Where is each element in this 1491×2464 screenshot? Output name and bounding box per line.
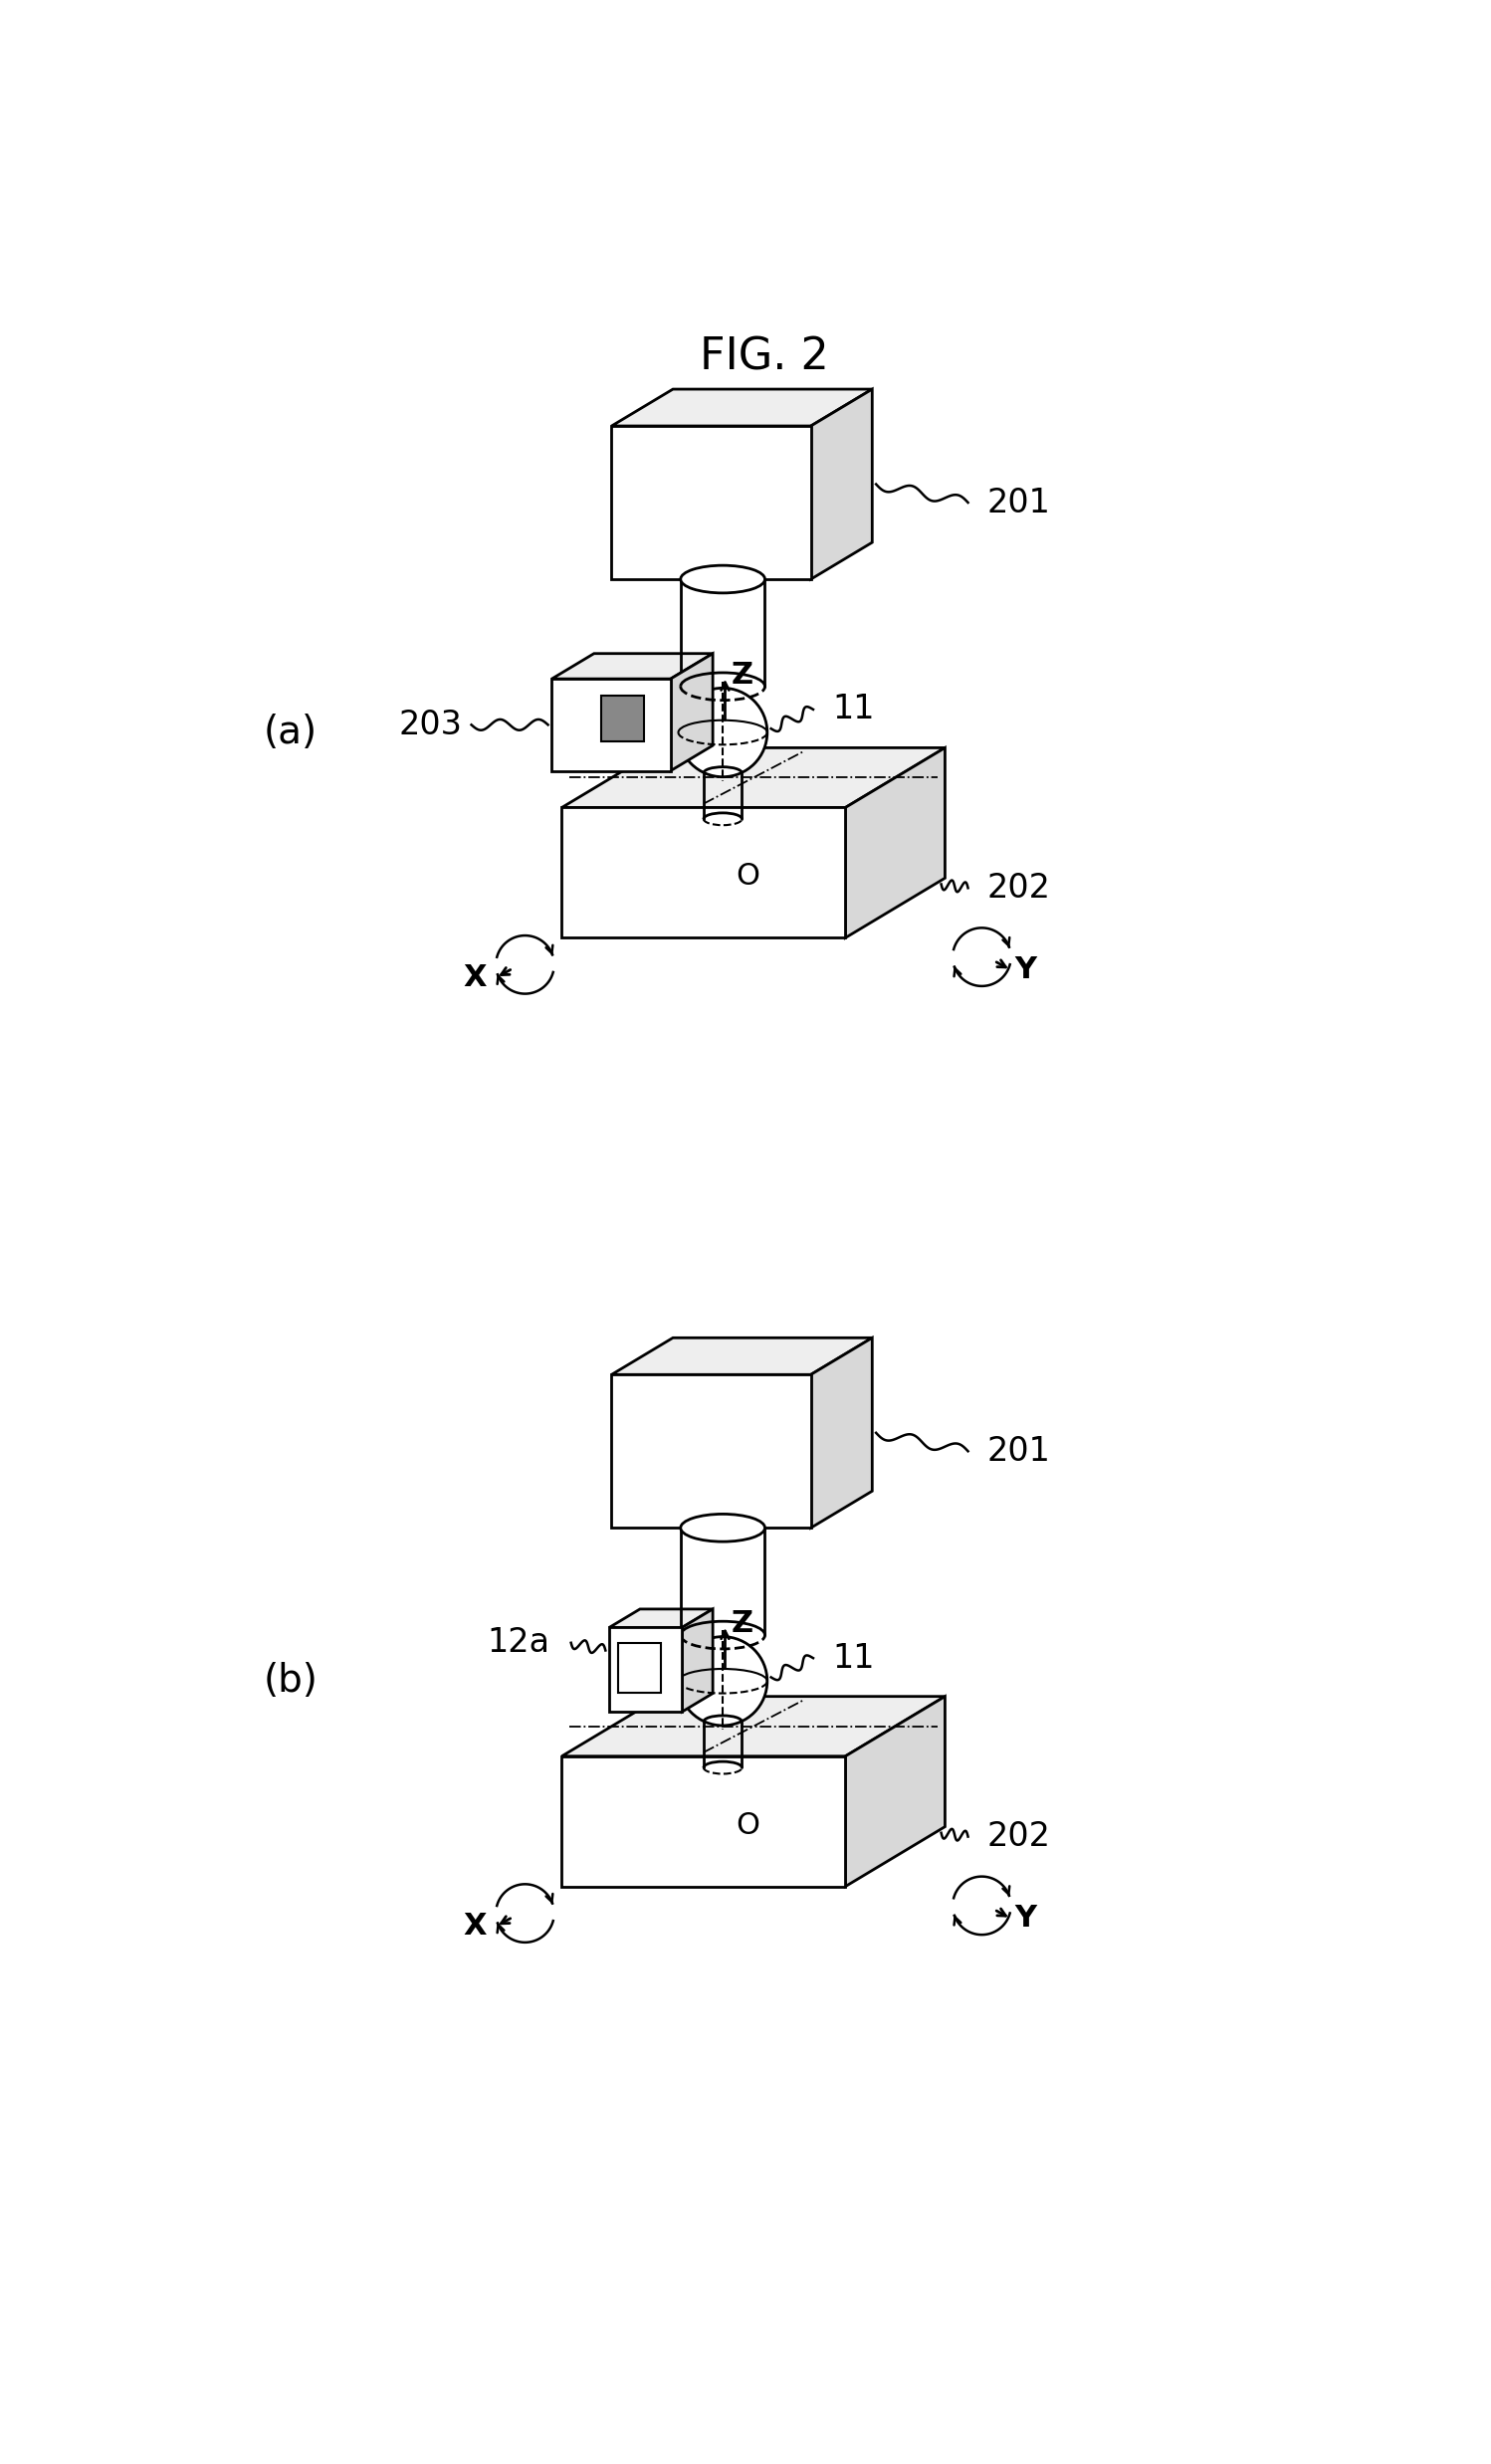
Text: X: X: [464, 963, 488, 993]
Polygon shape: [619, 1643, 661, 1693]
Polygon shape: [610, 1626, 683, 1712]
Polygon shape: [683, 1609, 713, 1712]
Text: 202: 202: [987, 872, 1051, 904]
Polygon shape: [845, 747, 945, 939]
Text: 202: 202: [987, 1821, 1051, 1853]
Text: Y: Y: [1015, 956, 1036, 986]
Text: FIG. 2: FIG. 2: [699, 335, 829, 379]
Polygon shape: [562, 1695, 945, 1757]
Text: (b): (b): [262, 1663, 318, 1700]
Text: 201: 201: [987, 1434, 1051, 1469]
Text: O: O: [735, 1811, 759, 1841]
Text: 201: 201: [987, 485, 1051, 520]
Polygon shape: [611, 426, 811, 579]
Text: Y: Y: [1015, 1905, 1036, 1934]
Text: 11: 11: [832, 1641, 875, 1676]
Polygon shape: [811, 389, 872, 579]
Ellipse shape: [680, 564, 765, 594]
Text: Z: Z: [731, 660, 753, 690]
Text: Z: Z: [731, 1609, 753, 1639]
Polygon shape: [562, 747, 945, 808]
Polygon shape: [562, 808, 845, 939]
Circle shape: [678, 687, 768, 776]
Ellipse shape: [680, 1513, 765, 1542]
Polygon shape: [602, 695, 644, 742]
Text: 12a: 12a: [486, 1626, 549, 1658]
Text: 203: 203: [398, 707, 462, 742]
Polygon shape: [680, 1528, 765, 1636]
Polygon shape: [845, 1695, 945, 1887]
Circle shape: [678, 1636, 768, 1725]
Text: O: O: [735, 862, 759, 892]
Polygon shape: [562, 1757, 845, 1887]
Polygon shape: [611, 1375, 811, 1528]
Polygon shape: [552, 678, 671, 771]
Text: 11: 11: [832, 692, 875, 727]
Polygon shape: [811, 1338, 872, 1528]
Polygon shape: [552, 653, 713, 678]
Text: X: X: [464, 1912, 488, 1942]
Text: (a): (a): [262, 715, 316, 752]
Polygon shape: [680, 579, 765, 687]
Polygon shape: [610, 1609, 713, 1626]
Polygon shape: [611, 389, 872, 426]
Polygon shape: [671, 653, 713, 771]
Polygon shape: [611, 1338, 872, 1375]
